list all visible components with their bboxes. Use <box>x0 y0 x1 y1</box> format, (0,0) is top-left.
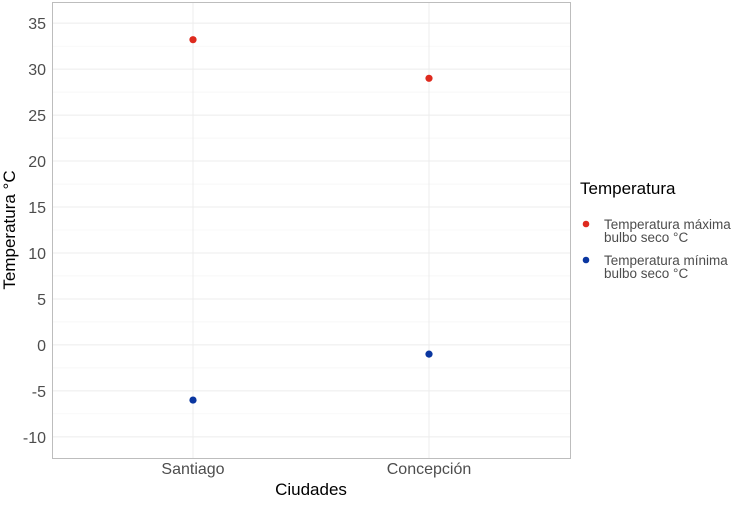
points <box>189 36 433 404</box>
legend-label: bulbo seco °C <box>604 266 688 281</box>
legend-title: Temperatura <box>580 179 676 198</box>
y-tick-label: -10 <box>23 430 46 447</box>
y-tick-label: 10 <box>28 246 46 263</box>
y-tick-label: 30 <box>28 62 46 79</box>
x-tick-label: Concepción <box>387 461 472 478</box>
y-axis-ticks: -10 -5 0 5 10 15 20 25 30 35 <box>23 16 46 447</box>
y-tick-label: 15 <box>28 200 46 217</box>
y-tick-label: 35 <box>28 16 46 33</box>
data-point <box>189 36 197 44</box>
plot-panel-border <box>52 2 571 459</box>
legend-label: bulbo seco °C <box>604 230 688 245</box>
x-axis-label: Ciudades <box>275 480 347 499</box>
y-tick-label: 20 <box>28 154 46 171</box>
data-point <box>189 396 197 404</box>
legend-label: Temperatura mínima <box>604 253 728 268</box>
y-tick-label: 0 <box>37 338 46 355</box>
data-point <box>425 74 433 82</box>
x-axis-ticks: Santiago Concepción <box>161 461 471 478</box>
legend-key <box>582 256 590 264</box>
x-tick-label: Santiago <box>161 461 224 478</box>
y-tick-label: 25 <box>28 108 46 125</box>
legend-key <box>582 220 590 228</box>
legend-label: Temperatura máxima <box>604 217 731 232</box>
data-point <box>425 350 433 358</box>
grid <box>52 2 570 458</box>
y-tick-label: 5 <box>37 292 46 309</box>
y-tick-label: -5 <box>32 384 46 401</box>
y-axis-label: Temperatura °C <box>0 170 19 289</box>
